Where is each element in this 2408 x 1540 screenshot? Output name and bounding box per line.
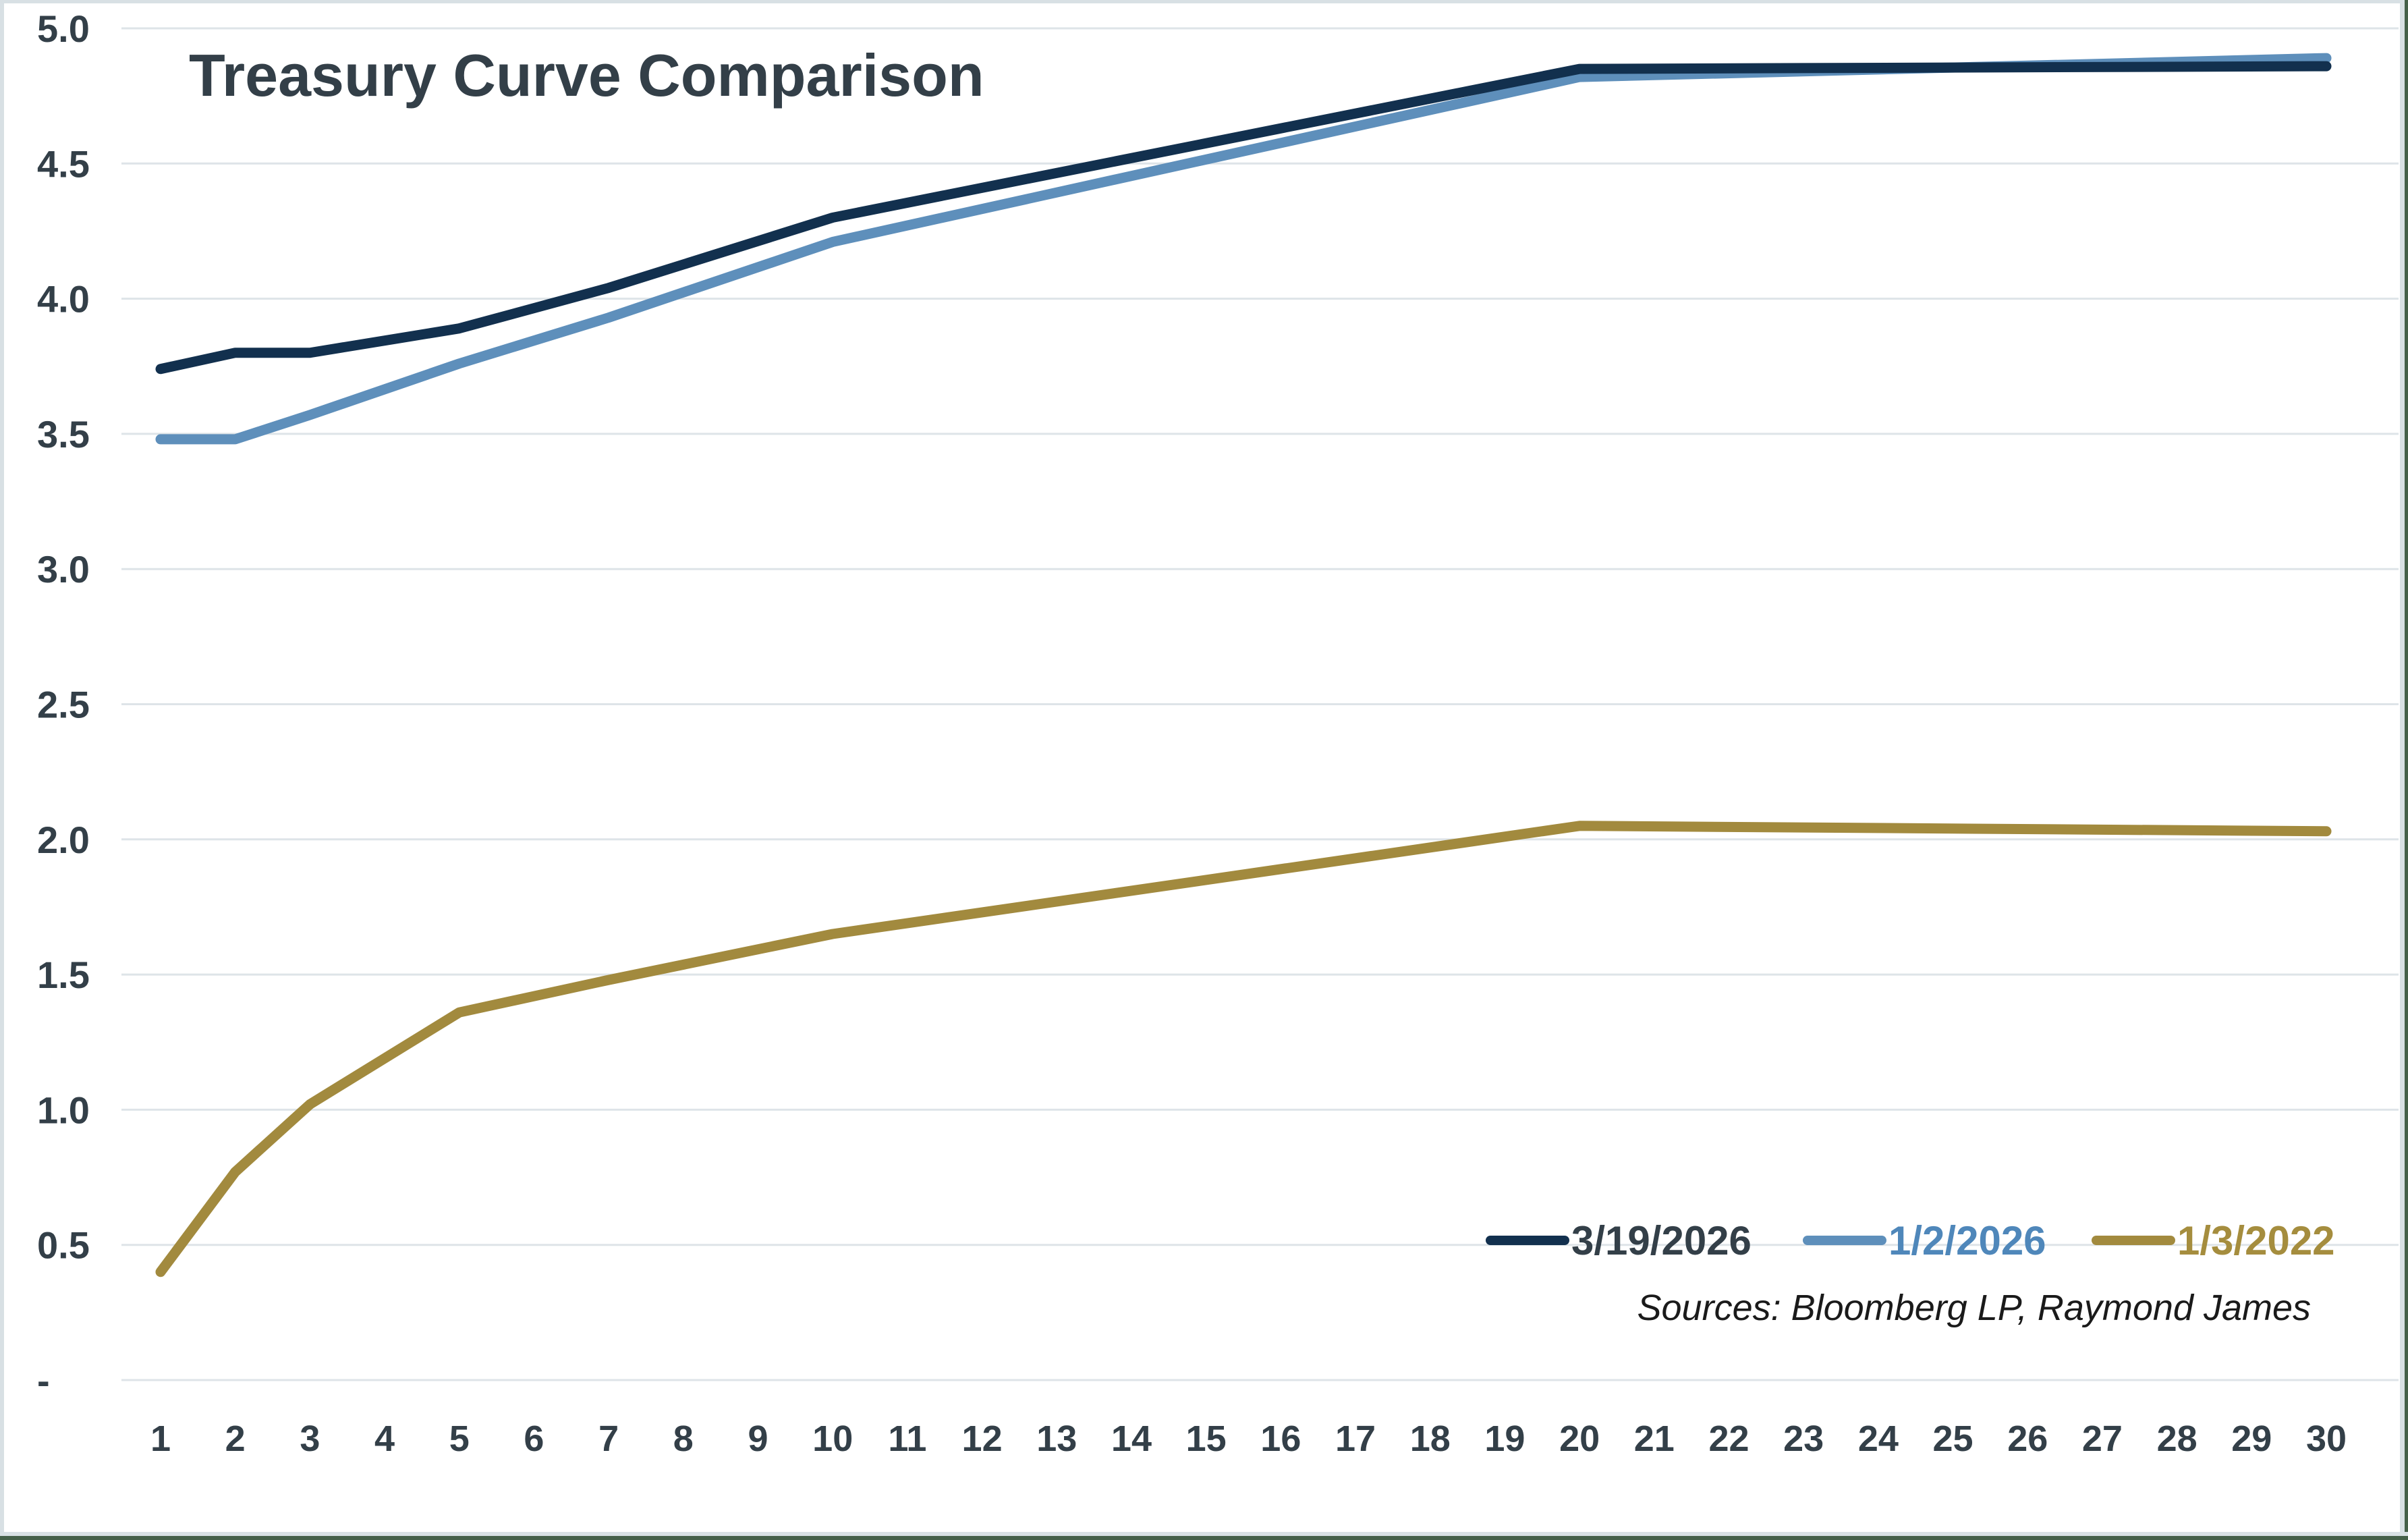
frame-top [0, 0, 2408, 3]
x-tick-label: 18 [1410, 1419, 1451, 1459]
x-tick-label: 11 [888, 1419, 926, 1459]
series-line-0 [155, 61, 2332, 375]
x-tick-label: 17 [1335, 1419, 1376, 1459]
x-tick-label: 24 [1858, 1419, 1899, 1459]
x-tick-label: 15 [1186, 1419, 1227, 1459]
x-tick-label: 13 [1036, 1419, 1077, 1459]
x-tick-label: 28 [2157, 1419, 2197, 1459]
x-tick-label: 27 [2082, 1419, 2123, 1459]
x-tick-label: 16 [1260, 1419, 1301, 1459]
x-tick-label: 14 [1111, 1419, 1152, 1459]
y-tick-label: 3.0 [37, 548, 90, 590]
x-tick-label: 4 [374, 1419, 395, 1459]
x-tick-label: 1 [150, 1419, 171, 1459]
x-tick-label: 3 [300, 1419, 320, 1459]
y-tick-label: 4.5 [37, 142, 90, 185]
y-tick-label: 1.0 [37, 1089, 90, 1131]
legend: 3/19/2026 1/2/2026 1/3/2022 [1486, 1218, 2335, 1263]
y-tick-label: - [37, 1359, 50, 1402]
legend-label-2: 1/3/2022 [2177, 1218, 2335, 1263]
legend-item-series-0: 3/19/2026 [1486, 1218, 1752, 1263]
series-line-1 [155, 53, 2332, 445]
y-tick-label: 0.5 [37, 1224, 90, 1267]
x-tick-label: 22 [1708, 1419, 1749, 1459]
x-tick-label: 7 [598, 1419, 619, 1459]
x-tick-label: 6 [524, 1419, 544, 1459]
x-tick-label: 25 [1933, 1419, 1973, 1459]
y-tick-label: 5.0 [37, 7, 90, 50]
frame-left [0, 0, 4, 1540]
x-tick-label: 9 [748, 1419, 768, 1459]
chart-title: Treasury Curve Comparison [189, 42, 984, 109]
series-lines [155, 53, 2332, 1277]
frame-right-inner [2400, 0, 2405, 1540]
legend-label-0: 3/19/2026 [1571, 1218, 1752, 1263]
frame-right-outer [2405, 0, 2408, 1540]
legend-item-series-1: 1/2/2026 [1803, 1218, 2046, 1263]
y-tick-label: 1.5 [37, 954, 90, 996]
x-tick-label: 23 [1783, 1419, 1824, 1459]
y-tick-label: 4.0 [37, 278, 90, 321]
y-tick-label: 2.0 [37, 819, 90, 861]
x-tick-label: 21 [1634, 1419, 1675, 1459]
frame-bottom-inner [0, 1532, 2408, 1536]
x-axis-labels: 1 2 3 4 5 6 7 8 9 10 11 12 13 14 15 16 17 18 19 20 21 22 23 24 2… [150, 1419, 2347, 1459]
x-tick-label: 29 [2231, 1419, 2272, 1459]
x-tick-label: 8 [673, 1419, 694, 1459]
x-tick-label: 30 [2306, 1419, 2347, 1459]
y-axis-labels: 5.0 4.5 4.0 3.5 3.0 2.5 2.0 1.5 1.0 0.5 - [37, 7, 90, 1402]
source-note: Sources: Bloomberg LP, Raymond James [1637, 1288, 2312, 1328]
x-tick-label: 12 [962, 1419, 1003, 1459]
gridlines [121, 27, 2399, 1381]
legend-label-1: 1/2/2026 [1888, 1218, 2046, 1263]
x-tick-label: 20 [1559, 1419, 1600, 1459]
y-tick-label: 2.5 [37, 684, 90, 726]
frame-bottom-outer [0, 1536, 2408, 1540]
x-tick-label: 19 [1484, 1419, 1525, 1459]
x-tick-label: 26 [2007, 1419, 2048, 1459]
y-tick-label: 3.5 [37, 413, 90, 456]
x-tick-label: 5 [449, 1419, 470, 1459]
x-tick-label: 10 [812, 1419, 853, 1459]
legend-item-series-2: 1/3/2022 [2092, 1218, 2335, 1263]
x-tick-label: 2 [225, 1419, 246, 1459]
series-line-2 [155, 821, 2332, 1277]
